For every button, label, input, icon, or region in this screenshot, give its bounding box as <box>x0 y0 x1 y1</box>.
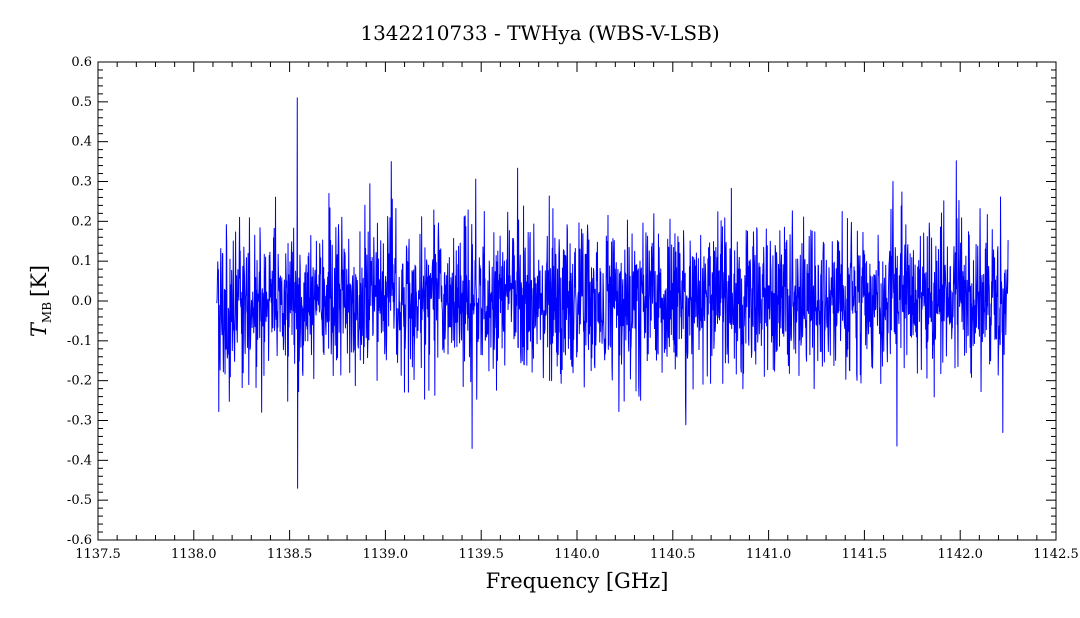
y-tick-label: -0.4 <box>67 453 92 468</box>
y-tick-label: 0.2 <box>71 214 92 229</box>
chart-title: 1342210733 - TWHya (WBS-V-LSB) <box>360 21 719 45</box>
series-layer <box>216 97 1009 489</box>
x-tick-label: 1137.5 <box>75 547 121 562</box>
x-tick-label: 1142.5 <box>1033 547 1079 562</box>
x-tick-label: 1141.5 <box>842 547 888 562</box>
x-tick-label: 1138.0 <box>171 547 217 562</box>
x-tick-label: 1140.5 <box>650 547 696 562</box>
y-tick-label: -0.2 <box>67 374 92 389</box>
y-tick-label: 0.4 <box>71 135 92 150</box>
y-tick-label: -0.1 <box>67 334 92 349</box>
x-tick-label: 1138.5 <box>267 547 313 562</box>
y-tick-label: -0.3 <box>67 414 92 429</box>
y-tick-label: -0.5 <box>67 493 92 508</box>
y-axis-title-main: T <box>27 321 51 337</box>
x-tick-label: 1141.0 <box>746 547 792 562</box>
y-tick-label: 0.0 <box>71 294 92 309</box>
x-tick-label: 1139.5 <box>458 547 504 562</box>
x-tick-label: 1142.0 <box>937 547 983 562</box>
y-axis-title-unit: [K] <box>27 265 51 297</box>
y-axis-title-subscript: MB <box>40 302 54 323</box>
series-line <box>216 97 1009 489</box>
y-tick-label: 0.3 <box>71 175 92 190</box>
y-tick-label: 0.6 <box>71 55 92 70</box>
y-tick-label: -0.6 <box>67 533 92 548</box>
y-tick-label: 0.5 <box>71 95 92 110</box>
x-tick-label: 1139.0 <box>363 547 409 562</box>
axes-layer: 1137.5 1138.0 1138.5 1139.0 1139.5 1140.0 1140… <box>67 55 1079 562</box>
x-axis-title: Frequency [GHz] <box>486 569 669 593</box>
x-tick-label: 1140.0 <box>554 547 600 562</box>
y-axis-title: TMB [K] <box>27 265 54 337</box>
y-tick-label: 0.1 <box>71 254 92 269</box>
